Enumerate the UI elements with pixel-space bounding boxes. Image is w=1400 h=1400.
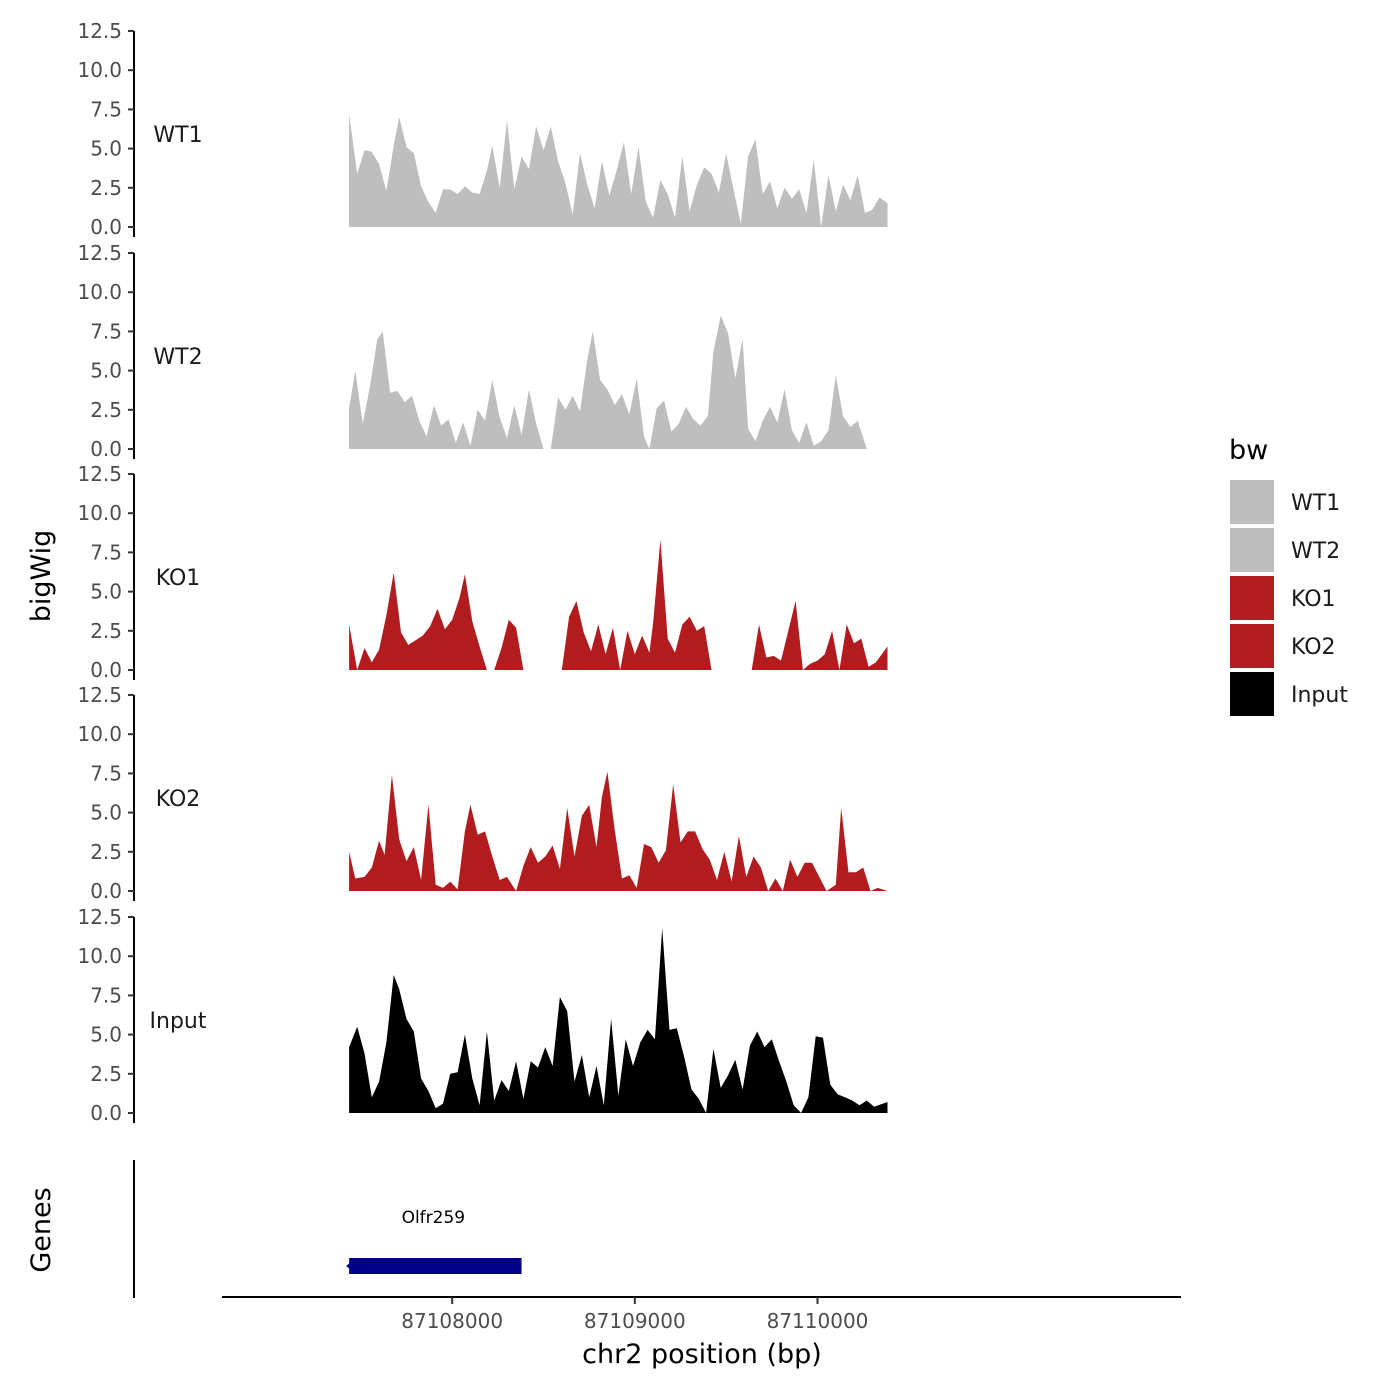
track-wt2: 0.0 2.5 5.0 7.5 10.0 12.5 WT2 — [77, 241, 867, 461]
x-tick-label: 87110000 — [767, 1309, 869, 1333]
legend-label-ko1: KO1 — [1291, 587, 1336, 612]
legend-key-ko2 — [1230, 624, 1274, 668]
y-tick-label: 7.5 — [90, 540, 122, 564]
y-tick-label: 5.0 — [90, 580, 122, 604]
legend-key-input — [1230, 672, 1274, 716]
legend-key-wt1 — [1230, 480, 1274, 524]
track-label: WT1 — [153, 123, 202, 148]
legend-key-ko1 — [1230, 576, 1274, 620]
y-tick-label: 10.0 — [77, 722, 122, 746]
series-area-wt2 — [349, 315, 867, 449]
y-tick-label: 12.5 — [77, 19, 122, 43]
track-ko2: 0.0 2.5 5.0 7.5 10.0 12.5 KO2 — [77, 683, 888, 903]
gene-body — [349, 1258, 522, 1274]
y-tick-label: 0.0 — [90, 215, 122, 239]
track-label: KO2 — [156, 787, 201, 812]
y-tick-label: 2.5 — [90, 398, 122, 422]
y-tick-label: 12.5 — [77, 905, 122, 929]
y-tick-label: 5.0 — [90, 359, 122, 383]
y-tick-label: 10.0 — [77, 280, 122, 304]
series-area-ko1 — [349, 539, 888, 670]
track-label: Input — [150, 1009, 207, 1034]
track-input: 0.0 2.5 5.0 7.5 10.0 12.5 Input — [77, 905, 888, 1125]
y-tick-label: 10.0 — [77, 944, 122, 968]
y-tick-label: 0.0 — [90, 437, 122, 461]
y-tick-label: 2.5 — [90, 619, 122, 643]
gene-panel: Olfr259 — [133, 1160, 522, 1298]
y-tick-label: 7.5 — [90, 319, 122, 343]
y-tick-label: 10.0 — [77, 501, 122, 525]
track-panels: 0.0 2.5 5.0 7.5 10.0 12.5 WT1 0.0 2.5 5.0 7.5 10.0 1… — [77, 19, 888, 1125]
y-tick-label: 5.0 — [90, 137, 122, 161]
track-label: WT2 — [153, 345, 202, 370]
series-area-wt1 — [349, 114, 888, 227]
track-wt1: 0.0 2.5 5.0 7.5 10.0 12.5 WT1 — [77, 19, 888, 239]
y-tick-label: 10.0 — [77, 58, 122, 82]
legend-label-wt2: WT2 — [1291, 539, 1340, 564]
y-tick-label: 2.5 — [90, 1062, 122, 1086]
y-tick-label: 12.5 — [77, 683, 122, 707]
gene-strand-arrow — [346, 1261, 353, 1271]
track-label: KO1 — [156, 566, 201, 591]
track-ko1: 0.0 2.5 5.0 7.5 10.0 12.5 KO1 — [77, 462, 888, 682]
legend: bw WT1 WT2 KO1 KO2 Input — [1229, 435, 1348, 716]
legend-title: bw — [1229, 435, 1268, 466]
y-tick-label: 2.5 — [90, 176, 122, 200]
y-axis-title: bigWig — [26, 530, 57, 623]
y-tick-label: 5.0 — [90, 801, 122, 825]
y-tick-label: 2.5 — [90, 840, 122, 864]
y-tick-label: 7.5 — [90, 97, 122, 121]
y-tick-label: 0.0 — [90, 879, 122, 903]
y-tick-label: 7.5 — [90, 983, 122, 1007]
genes-axis-title: Genes — [26, 1187, 57, 1272]
y-tick-label: 12.5 — [77, 241, 122, 265]
y-tick-label: 0.0 — [90, 1101, 122, 1125]
y-tick-label: 12.5 — [77, 462, 122, 486]
x-axis: 87108000 87109000 87110000 — [222, 1296, 1181, 1333]
x-tick-label: 87108000 — [401, 1309, 503, 1333]
legend-label-input: Input — [1291, 683, 1348, 708]
series-area-input — [349, 928, 888, 1113]
y-tick-label: 5.0 — [90, 1023, 122, 1047]
gene-label: Olfr259 — [402, 1208, 466, 1228]
legend-label-ko2: KO2 — [1291, 635, 1336, 660]
legend-label-wt1: WT1 — [1291, 491, 1340, 516]
legend-key-wt2 — [1230, 528, 1274, 572]
y-tick-label: 0.0 — [90, 658, 122, 682]
y-tick-label: 7.5 — [90, 761, 122, 785]
series-area-ko2 — [349, 771, 888, 891]
x-tick-label: 87109000 — [584, 1309, 686, 1333]
x-axis-title: chr2 position (bp) — [582, 1339, 822, 1370]
